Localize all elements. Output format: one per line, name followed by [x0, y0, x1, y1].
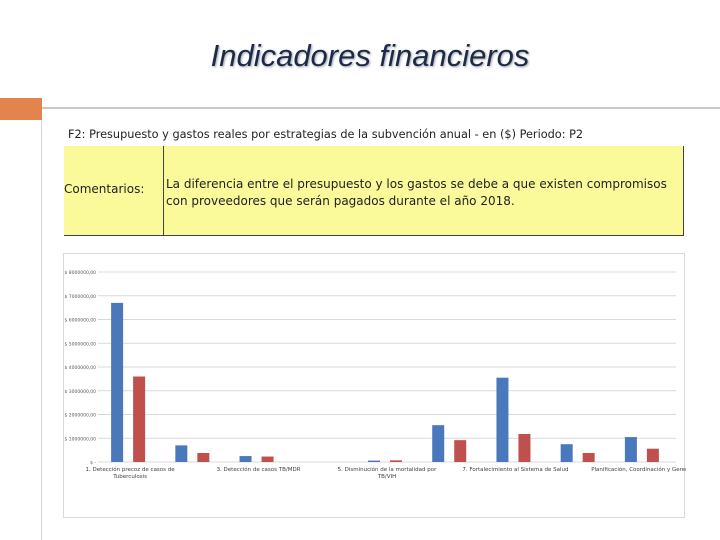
- panel-heading: F2: Presupuesto y gastos reales por estr…: [68, 128, 584, 141]
- bar-series-1: [111, 302, 124, 462]
- accent-block: [0, 98, 42, 120]
- y-tick-label: $ -: [90, 460, 96, 466]
- y-tick-label: $ 6000000,00: [65, 318, 97, 324]
- y-tick-label: $ 4000000,00: [65, 365, 97, 371]
- bar-series-2: [518, 433, 531, 462]
- bar-series-1: [368, 460, 380, 462]
- x-tick-label: 5. Disminución de la mortalidad por TB/VI…: [338, 466, 437, 480]
- bar-series-2: [133, 376, 146, 462]
- chart-frame: $ - $ 1000000,00 $ 2000000,00 $ 3000000,00 $…: [63, 253, 687, 518]
- bar-series-1: [239, 456, 252, 462]
- x-tick-label: Planificación, Coordinación y Gerencia: [591, 466, 686, 473]
- y-tick-label: $ 2000000,00: [65, 413, 97, 419]
- bar-series-1: [175, 445, 188, 462]
- y-tick-label: $ 1000000,00: [65, 436, 97, 442]
- bar-series-1: [432, 425, 445, 462]
- accent-divider: [42, 107, 720, 109]
- bar-series-2: [646, 448, 659, 462]
- bar-series-1: [560, 444, 573, 462]
- bar-chart: $ - $ 1000000,00 $ 2000000,00 $ 3000000,00 $…: [65, 270, 687, 480]
- accent-vertical-divider: [41, 120, 42, 540]
- y-tick-label: $ 7000000,00: [65, 294, 97, 300]
- x-tick-label: 1. Detección precoz de casos de Tuberculo…: [86, 466, 176, 480]
- x-tick-label: 3. Detección de casos TB/MDR: [217, 466, 301, 473]
- comment-divider: [163, 146, 164, 236]
- bar-series-1: [496, 377, 509, 462]
- bar-series-1: [624, 437, 637, 462]
- comment-box: Comentarios: La diferencia entre el pres…: [64, 146, 684, 236]
- x-tick-label: 7. Fortalecimiento al Sistema de Salud: [462, 467, 568, 473]
- comment-label: Comentarios:: [64, 182, 145, 196]
- bar-series-2: [454, 440, 467, 462]
- y-tick-label: $ 8000000,00: [65, 270, 97, 276]
- bar-series-2: [582, 452, 595, 462]
- bar-series-2: [261, 456, 274, 462]
- bar-series-2: [390, 460, 402, 462]
- comment-text: La diferencia entre el presupuesto y los…: [166, 177, 667, 208]
- bar-series-2: [197, 452, 210, 462]
- slide-title: Indicadores financieros: [210, 38, 530, 73]
- y-tick-label: $ 3000000,00: [65, 389, 97, 395]
- y-tick-label: $ 5000000,00: [65, 341, 97, 347]
